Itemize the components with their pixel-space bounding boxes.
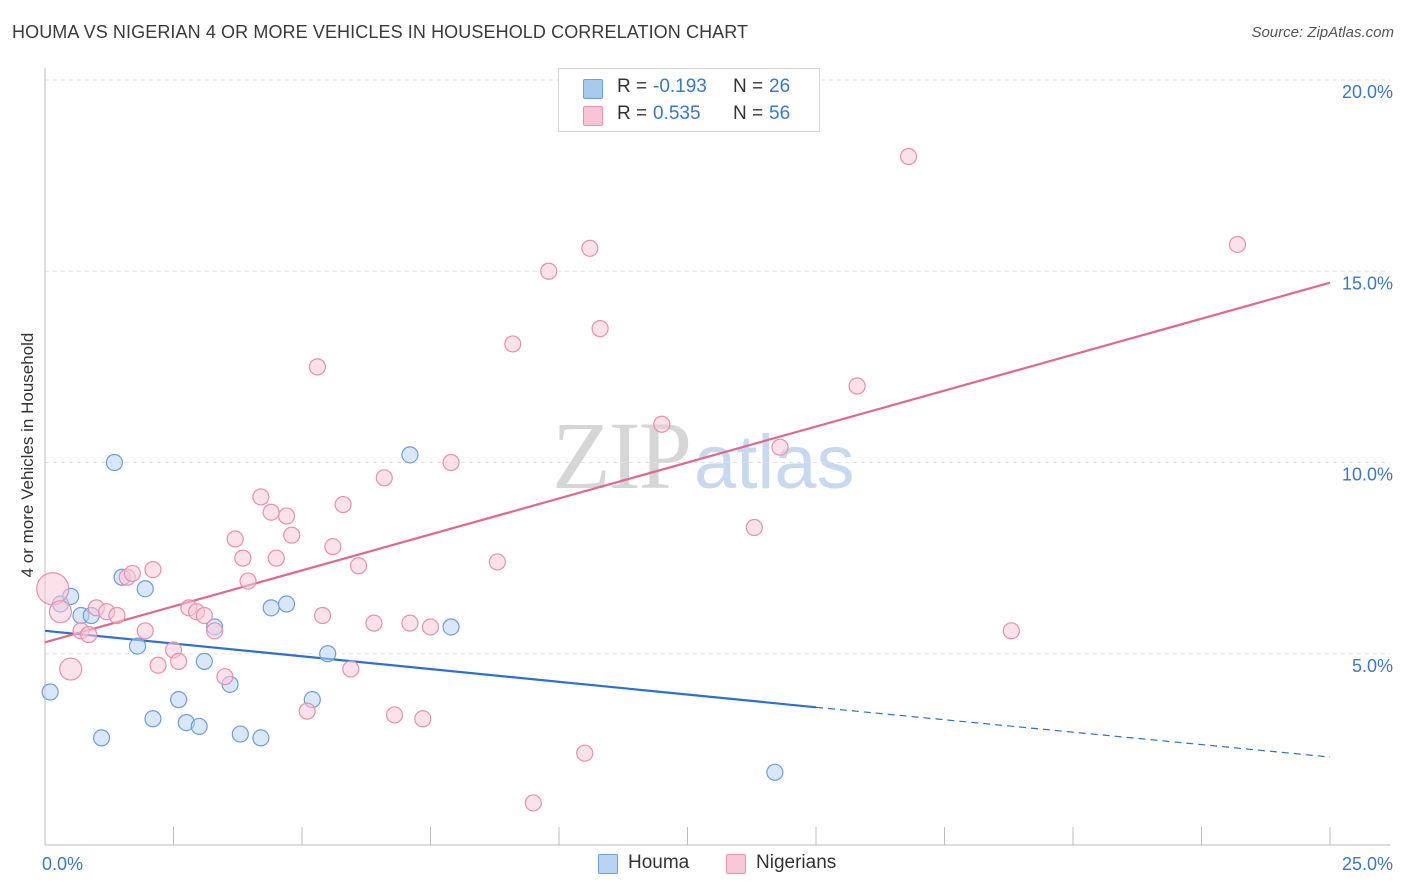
nigerians-point: [298, 702, 316, 720]
nigerians-point: [401, 614, 419, 632]
legend-r-value: 0.535: [653, 103, 701, 124]
nigerians-point: [48, 600, 73, 624]
nigerians-point: [324, 538, 342, 556]
nigerians-point: [421, 618, 440, 636]
nigerians-point: [375, 469, 393, 487]
nigerians-swatch: [726, 854, 746, 874]
nigerians-point: [524, 794, 542, 812]
nigerians-point: [59, 657, 83, 681]
nigerians-point: [442, 453, 460, 472]
nigerians-point: [385, 706, 404, 724]
nigerians-point: [1002, 622, 1020, 640]
houma-point: [105, 453, 123, 472]
legend-swatch-nigerians: [583, 106, 603, 126]
nigerians-point: [195, 606, 213, 625]
nigerians-point: [591, 320, 609, 338]
nigerians-point: [80, 626, 98, 644]
y-tick-label: 15.0%: [1342, 273, 1393, 293]
houma-point: [41, 683, 59, 701]
legend-n-label: N =: [733, 103, 764, 124]
houma-point: [144, 710, 162, 728]
houma-point: [401, 446, 419, 464]
nigerians-point: [576, 744, 594, 762]
data-points: [36, 147, 1247, 812]
nigerians-point: [267, 549, 285, 567]
nigerians-point: [123, 564, 141, 583]
houma-point: [277, 595, 296, 613]
nigerians-point: [277, 507, 296, 525]
legend-n-value: 56: [769, 103, 791, 124]
nigerians-point: [170, 652, 188, 671]
houma-point: [262, 599, 280, 617]
nigerians-point: [899, 147, 918, 166]
nigerians-point: [745, 518, 763, 537]
nigerians-point: [349, 557, 368, 575]
houma-point: [252, 729, 270, 747]
nigerians-point: [144, 560, 162, 579]
legend-n-value: 26: [769, 76, 791, 97]
nigerians-legend-label: Nigerians: [756, 852, 837, 873]
houma-point: [766, 763, 784, 781]
legend-r-label: R =: [617, 103, 648, 124]
legend-swatch-houma: [583, 79, 603, 99]
chart-title: HOUMA VS NIGERIAN 4 OR MORE VEHICLES IN …: [12, 22, 749, 42]
nigerians-point: [334, 495, 352, 514]
nigerians-trend-line: [44, 281, 1331, 644]
nigerians-point: [504, 335, 522, 353]
y-tick-label: 10.0%: [1342, 465, 1393, 485]
nigerians-point: [771, 438, 789, 456]
nigerians-point: [488, 553, 506, 571]
nigerians-point: [36, 572, 70, 606]
y-tick-label: 20.0%: [1342, 82, 1393, 102]
nigerians-point: [283, 526, 301, 544]
nigerians-point: [262, 503, 280, 521]
legend-r-label: R =: [617, 76, 648, 97]
nigerians-point: [226, 530, 244, 548]
houma-point: [170, 691, 188, 709]
houma-swatch: [598, 854, 618, 874]
houma-point: [136, 580, 154, 598]
houma-point: [442, 618, 460, 636]
nigerians-point: [216, 668, 234, 686]
nigerians-point: [540, 262, 558, 280]
houma-point: [231, 725, 249, 743]
houma-point: [128, 637, 147, 655]
nigerians-point: [308, 358, 327, 376]
nigerians-point: [136, 622, 154, 640]
houma-point: [319, 645, 337, 663]
nigerians-point: [342, 660, 360, 678]
nigerians-point: [313, 606, 332, 625]
axes: [44, 68, 1390, 846]
gridlines: [45, 79, 1390, 655]
nigerians-point: [206, 622, 224, 640]
nigerians-point: [149, 656, 167, 674]
correlation-legend: R = -0.193 N = 26 R = 0.535 N = 56: [558, 68, 820, 132]
nigerians-point: [581, 239, 599, 257]
nigerians-point: [653, 415, 671, 433]
nigerians-point: [234, 549, 252, 567]
nigerians-point: [365, 614, 383, 632]
y-tick-label: 5.0%: [1352, 656, 1393, 676]
nigerians-point: [1228, 235, 1247, 254]
x-tick-label-max: 25.0%: [1342, 854, 1393, 874]
nigerians-point: [252, 488, 270, 506]
houma-legend-label: Houma: [628, 852, 690, 873]
legend-n-label: N =: [733, 76, 764, 97]
tick-labels: 5.0% 10.0% 15.0% 20.0% 0.0% 25.0%: [42, 82, 1393, 874]
nigerians-point: [414, 710, 432, 728]
nigerians-point: [239, 572, 257, 590]
houma-point: [190, 717, 208, 736]
nigerians-point: [108, 606, 126, 625]
houma-point: [92, 729, 111, 747]
legend-r-value: -0.193: [653, 76, 707, 97]
houma-trend-extension: [815, 706, 1331, 758]
houma-point: [195, 652, 213, 671]
source-label: Source: ZipAtlas.com: [1251, 24, 1394, 41]
nigerians-point: [848, 377, 866, 395]
x-tick-label-min: 0.0%: [42, 854, 83, 874]
